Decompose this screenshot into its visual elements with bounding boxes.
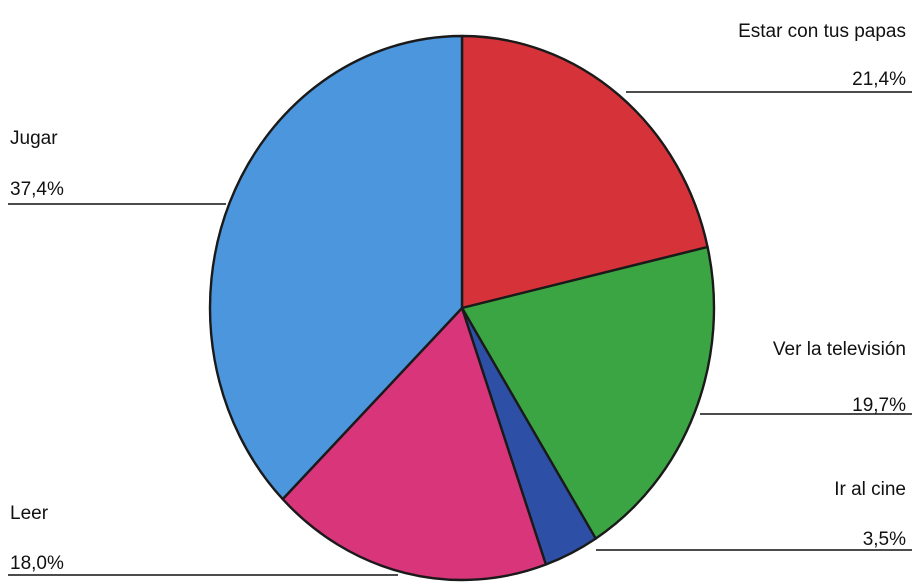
labels-layer: Estar con tus papas 21,4% Ver la televisió… <box>10 21 906 574</box>
pie-slice-leer <box>281 306 548 582</box>
pie-slice-estar-con-tus-papas <box>460 34 709 310</box>
slice-value-estar-con-tus-papas: 21,4% <box>852 69 906 90</box>
slice-label-ir-al-cine: Ir al cine <box>834 479 906 500</box>
pie-slice-ver-la-televisi-n <box>460 245 716 540</box>
slice-label-ver-la-televisi-n: Ver la televisión <box>773 339 906 360</box>
leader-lines-layer <box>8 91 912 576</box>
slice-value-leer: 18,0% <box>10 553 64 574</box>
slices-layer <box>208 34 716 582</box>
slice-label-leer: Leer <box>10 503 49 524</box>
slice-value-ver-la-televisi-n: 19,7% <box>852 395 906 416</box>
slice-value-ir-al-cine: 3,5% <box>863 529 906 550</box>
pie-slice-jugar <box>208 34 464 501</box>
slice-label-estar-con-tus-papas: Estar con tus papas <box>738 21 906 42</box>
slice-label-jugar: Jugar <box>10 128 58 149</box>
slice-value-jugar: 37,4% <box>10 179 64 200</box>
